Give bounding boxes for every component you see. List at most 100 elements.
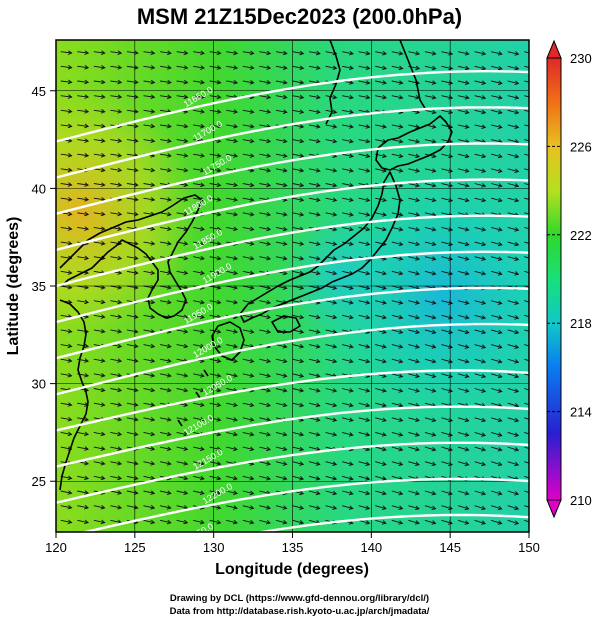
wind-arrow-head	[67, 94, 73, 99]
wind-arrow-head	[67, 490, 73, 495]
wind-arrow-head	[464, 300, 470, 305]
wind-arrow-head	[67, 270, 73, 275]
wind-arrow-head	[282, 212, 288, 217]
wind-arrow	[176, 314, 188, 318]
wind-arrow-head	[481, 271, 487, 276]
wind-arrow	[308, 256, 320, 260]
wind-arrow	[110, 446, 122, 450]
wind-arrow	[226, 51, 238, 54]
wind-arrow	[375, 490, 386, 495]
height-contour	[254, 513, 529, 532]
wind-arrow-head	[299, 432, 305, 437]
wind-arrow-head	[332, 314, 338, 320]
wind-arrow	[242, 431, 254, 436]
wind-arrow-head	[448, 168, 454, 173]
wind-arrow	[491, 461, 502, 466]
wind-arrow-head	[315, 402, 321, 408]
wind-arrow	[176, 358, 188, 362]
wind-arrow-head	[514, 256, 520, 261]
wind-arrow	[491, 505, 502, 510]
wind-arrow-head	[266, 182, 272, 188]
wind-arrow	[159, 417, 171, 421]
wind-arrow-head	[431, 505, 437, 511]
wind-arrow-head	[233, 373, 238, 378]
wind-arrow-head	[117, 94, 123, 99]
wind-arrow	[292, 402, 304, 407]
wind-arrow-head	[216, 167, 222, 173]
wind-arrow-head	[133, 65, 139, 70]
wind-arrow-head	[67, 240, 73, 246]
wind-arrow	[93, 388, 105, 391]
wind-arrow-head	[431, 241, 437, 247]
wind-arrow	[507, 256, 519, 261]
wind-arrow-head	[200, 79, 205, 85]
colorbar-bottom-arrow	[546, 499, 562, 519]
wind-arrow-head	[216, 123, 222, 129]
wind-arrow	[408, 329, 420, 334]
wind-arrow-head	[315, 344, 321, 349]
wind-arrow-head	[200, 109, 205, 114]
wind-arrow-head	[166, 446, 172, 451]
wind-arrow-head	[133, 490, 139, 495]
wind-arrow	[110, 95, 122, 98]
wind-arrow-head	[84, 299, 90, 305]
wind-arrow-head	[514, 417, 520, 423]
wind-arrow-head	[398, 358, 404, 364]
wind-arrow-head	[414, 490, 420, 496]
wind-arrow-head	[415, 197, 421, 203]
wind-arrow-head	[448, 388, 454, 393]
wind-arrow	[325, 490, 337, 495]
wind-arrow	[159, 285, 171, 289]
wind-arrow-head	[84, 123, 90, 129]
wind-arrow-head	[117, 329, 123, 334]
wind-arrow-head	[67, 372, 73, 378]
wind-arrow-head	[216, 270, 222, 276]
height-contour	[56, 178, 529, 252]
wind-arrow-head	[67, 211, 73, 217]
wind-arrow-head	[464, 417, 470, 423]
wind-arrow-head	[183, 431, 189, 437]
wind-arrow-head	[531, 154, 535, 158]
wind-arrow-head	[464, 388, 470, 393]
wind-arrow-head	[117, 417, 123, 422]
wind-arrow-head	[150, 373, 156, 378]
wind-arrow-head	[200, 226, 205, 232]
wind-arrow	[275, 358, 287, 363]
wind-arrow	[342, 212, 354, 216]
wind-arrow-head	[150, 417, 156, 422]
wind-arrow-head	[464, 373, 470, 379]
wind-arrow-head	[415, 388, 420, 393]
wind-arrow	[126, 65, 138, 69]
wind-arrow	[507, 65, 519, 70]
wind-arrow	[491, 256, 502, 260]
wind-arrow-head	[266, 373, 272, 378]
wind-arrow	[110, 80, 122, 83]
wind-arrow-head	[381, 520, 387, 525]
wind-arrow	[259, 314, 271, 319]
wind-arrow	[159, 461, 171, 465]
wind-arrow-head	[398, 50, 404, 56]
wind-arrow	[60, 402, 72, 406]
wind-arrow	[491, 183, 502, 187]
wind-arrow-head	[448, 65, 454, 71]
wind-arrow-head	[431, 432, 437, 437]
wind-arrow-head	[200, 50, 205, 56]
wind-arrow	[375, 241, 387, 246]
wind-arrow	[507, 431, 519, 437]
wind-arrow-head	[133, 241, 139, 246]
wind-arrow	[408, 139, 420, 143]
wind-arrow	[524, 446, 529, 450]
map-title: MSM 21Z15Dec2023 (200.0hPa)	[136, 4, 463, 29]
wind-arrow-head	[117, 138, 123, 143]
wind-arrow	[159, 373, 171, 377]
wind-arrow-head	[348, 344, 354, 349]
wind-arrow	[375, 519, 386, 524]
wind-arrow	[159, 226, 171, 230]
wind-arrow	[126, 95, 138, 98]
wind-arrow-head	[431, 256, 437, 261]
wind-arrow	[93, 51, 105, 54]
wind-arrow-head	[365, 446, 371, 452]
wind-arrow-head	[117, 431, 123, 437]
wind-arrow-head	[431, 461, 437, 467]
wind-arrow	[441, 373, 453, 378]
